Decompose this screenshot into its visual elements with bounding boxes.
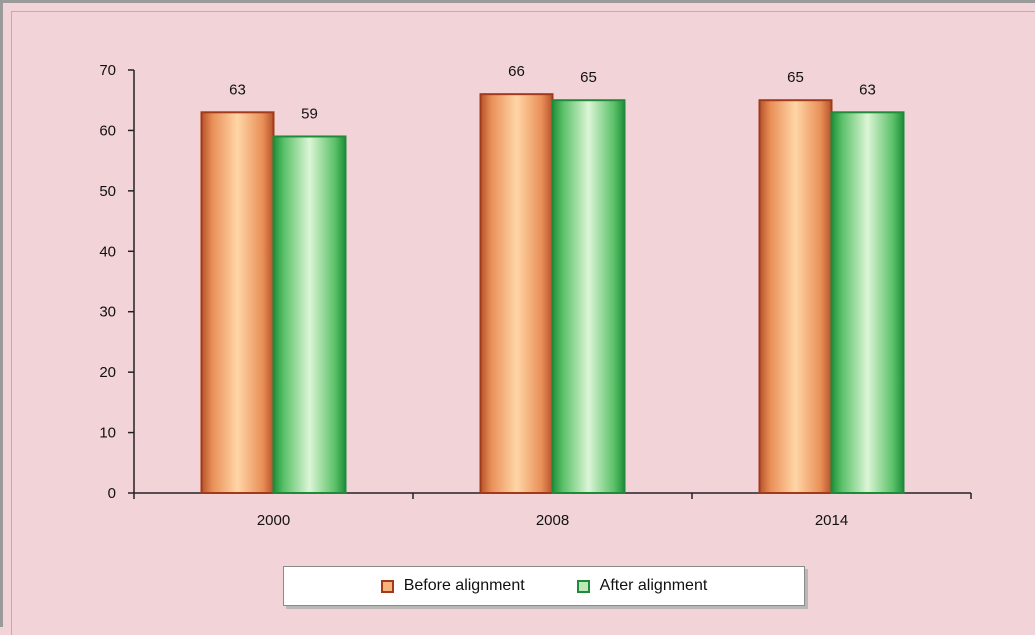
y-tick-label: 70 <box>99 62 116 79</box>
bars <box>200 93 905 495</box>
x-tick-label: 2008 <box>536 512 569 529</box>
y-tick-label: 40 <box>99 243 116 260</box>
bar <box>479 93 554 495</box>
y-tick-label: 60 <box>99 122 116 139</box>
legend: Before alignment After alignment <box>283 566 805 606</box>
data-label: 65 <box>787 69 804 86</box>
data-label: 65 <box>580 69 597 86</box>
y-tick-label: 20 <box>99 364 116 381</box>
legend-label-after: After alignment <box>599 577 708 594</box>
legend-swatch-before <box>380 579 394 593</box>
legend-swatch-after <box>576 579 590 593</box>
bar <box>551 99 626 494</box>
data-label: 63 <box>859 81 876 98</box>
y-tick-label: 0 <box>108 485 116 502</box>
legend-item-after: After alignment <box>576 577 708 595</box>
data-label: 66 <box>508 63 525 80</box>
bar <box>758 99 833 494</box>
bar <box>200 111 275 495</box>
legend-label-before: Before alignment <box>403 577 525 594</box>
y-tick-label: 50 <box>99 183 116 200</box>
bar <box>272 135 347 494</box>
data-label: 63 <box>229 81 246 98</box>
labels: 63 66 65 59 65 63 <box>229 63 876 122</box>
data-label: 59 <box>301 105 318 122</box>
x-tick-label: 2014 <box>815 512 848 529</box>
legend-item-before: Before alignment <box>380 577 525 595</box>
y-tick-label: 30 <box>99 304 116 321</box>
x-tick-label: 2000 <box>257 512 290 529</box>
y-tick-label: 10 <box>99 425 116 442</box>
bar <box>830 111 905 495</box>
